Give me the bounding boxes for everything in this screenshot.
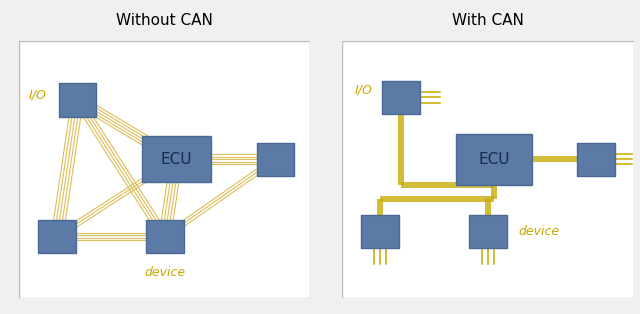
Text: I/O: I/O bbox=[29, 88, 47, 101]
FancyBboxPatch shape bbox=[19, 41, 310, 298]
FancyBboxPatch shape bbox=[362, 215, 399, 248]
FancyBboxPatch shape bbox=[58, 83, 97, 117]
Text: device: device bbox=[144, 266, 186, 279]
FancyBboxPatch shape bbox=[38, 220, 76, 253]
Text: I/O: I/O bbox=[355, 83, 373, 96]
FancyBboxPatch shape bbox=[456, 133, 532, 185]
FancyBboxPatch shape bbox=[381, 81, 420, 114]
FancyBboxPatch shape bbox=[257, 143, 294, 176]
FancyBboxPatch shape bbox=[577, 143, 614, 176]
FancyBboxPatch shape bbox=[469, 215, 507, 248]
Text: With CAN: With CAN bbox=[452, 13, 524, 28]
Text: ECU: ECU bbox=[161, 152, 192, 167]
Text: ECU: ECU bbox=[478, 152, 509, 167]
Text: Without CAN: Without CAN bbox=[116, 13, 213, 28]
FancyBboxPatch shape bbox=[141, 136, 211, 182]
FancyBboxPatch shape bbox=[342, 41, 634, 298]
FancyBboxPatch shape bbox=[146, 220, 184, 253]
Text: device: device bbox=[518, 225, 560, 238]
